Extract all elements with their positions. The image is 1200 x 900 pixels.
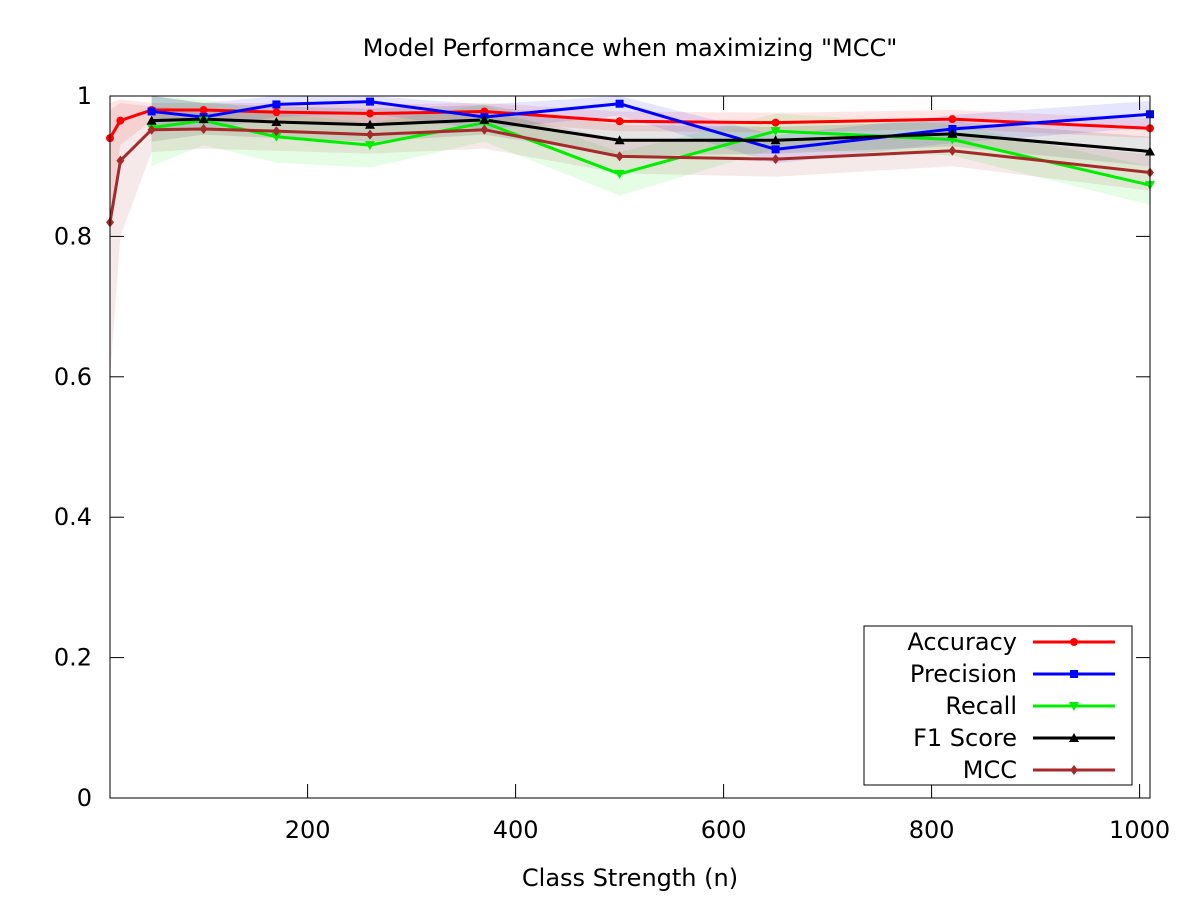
data-point-2-5 <box>614 169 625 179</box>
data-point-0-3 <box>199 106 208 115</box>
y-tick-label: 0.2 <box>54 644 92 672</box>
data-point-1-5 <box>615 99 624 108</box>
axis-ticks: 200 400 600 800 1000 0 0.2 0.4 0.6 0.8 1 <box>54 82 1170 844</box>
data-point-3-0 <box>146 115 157 125</box>
legend-marker-4 <box>1070 765 1078 775</box>
x-tick-label: 600 <box>701 816 747 844</box>
legend-marker-3 <box>1069 733 1079 742</box>
legend-marker-0 <box>1070 638 1078 646</box>
data-point-0-9 <box>948 115 957 124</box>
legend-label: Accuracy <box>907 628 1017 656</box>
x-axis-title: Class Strength (n) <box>522 864 738 892</box>
data-point-3-1 <box>198 114 209 124</box>
confidence-band-0 <box>110 99 1150 216</box>
data-point-4-5 <box>366 129 374 140</box>
chart-title: Model Performance when maximizing "MCC" <box>363 34 898 62</box>
data-point-4-1 <box>116 155 125 166</box>
y-tick-label: 0.4 <box>54 503 92 531</box>
data-point-0-4 <box>272 108 281 117</box>
data-point-3-2 <box>271 116 282 126</box>
data-point-3-6 <box>770 135 781 145</box>
data-point-4-3 <box>199 123 208 134</box>
data-point-4-6 <box>480 124 489 135</box>
data-point-1-2 <box>272 100 281 109</box>
legend-box <box>863 625 1133 786</box>
data-point-3-4 <box>479 114 490 124</box>
confidence-band-4 <box>110 103 1150 377</box>
data-point-2-2 <box>271 132 282 142</box>
x-tick-label: 200 <box>285 816 331 844</box>
data-point-0-5 <box>366 109 374 118</box>
x-tick-label: 1000 <box>1109 816 1170 844</box>
legend-label: Recall <box>945 692 1017 720</box>
plot-frame <box>109 95 1151 799</box>
y-tick-label: 0.8 <box>54 222 92 250</box>
legend-label: Precision <box>910 660 1017 688</box>
data-point-4-7 <box>615 151 624 162</box>
y-tick-label: 0.6 <box>54 363 92 391</box>
y-tick-label: 0 <box>77 784 92 812</box>
legend-label: MCC <box>963 756 1017 784</box>
x-tick-label: 400 <box>493 816 539 844</box>
data-point-3-7 <box>947 128 958 138</box>
x-tick-label: 800 <box>909 816 955 844</box>
data-point-1-6 <box>771 145 780 154</box>
data-point-1-3 <box>366 97 374 106</box>
legend: Accuracy Precision Recall F1 Score MCC <box>863 625 1133 786</box>
data-point-3-5 <box>614 135 625 145</box>
data-point-4-9 <box>948 145 957 156</box>
data-point-4-4 <box>272 126 281 137</box>
data-point-2-6 <box>770 127 781 137</box>
data-point-0-7 <box>615 117 624 126</box>
legend-marker-2 <box>1069 702 1079 711</box>
data-point-4-8 <box>771 154 780 165</box>
y-tick-label: 1 <box>77 82 92 110</box>
data-point-0-8 <box>771 118 780 127</box>
data-point-4-2 <box>147 124 156 135</box>
data-point-0-1 <box>116 116 125 125</box>
data-point-3-3 <box>365 119 375 129</box>
data-point-2-3 <box>365 141 375 151</box>
legend-label: F1 Score <box>913 724 1017 752</box>
legend-marker-1 <box>1070 670 1078 678</box>
data-point-1-0 <box>147 107 156 116</box>
